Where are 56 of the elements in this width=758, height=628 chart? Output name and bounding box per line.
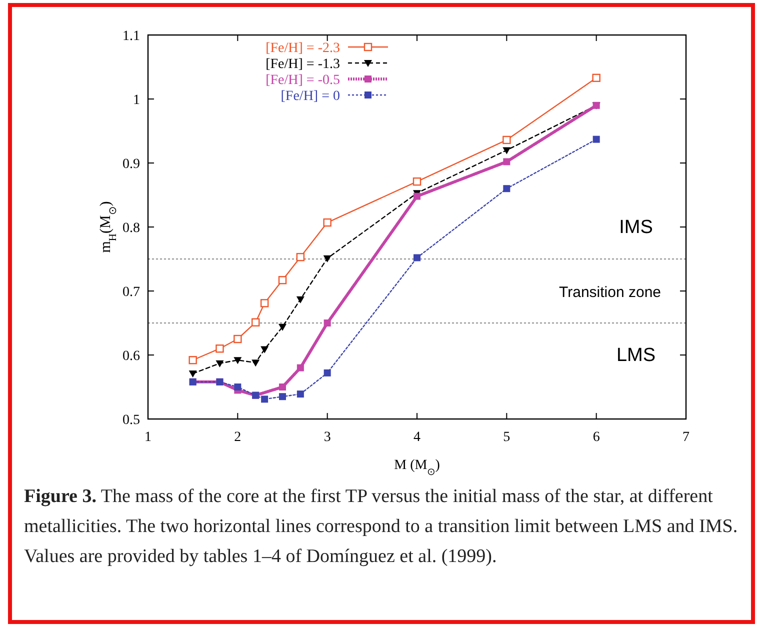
- point: [252, 360, 260, 367]
- point: [592, 74, 600, 82]
- point: [279, 393, 286, 400]
- legend-label: [Fe/H] = -2.3: [266, 41, 340, 56]
- point: [234, 334, 242, 344]
- x-tick-label: 1: [144, 430, 152, 445]
- y-tick-label: 1: [133, 93, 140, 108]
- point: [188, 370, 197, 378]
- x-tick-label: 2: [234, 430, 242, 445]
- point: [234, 384, 242, 390]
- point: [414, 254, 420, 262]
- point: [278, 324, 286, 331]
- y-tick-label: 0.5: [122, 413, 140, 428]
- legend-label: [Fe/H] = -0.5: [266, 73, 340, 88]
- point: [252, 318, 260, 326]
- x-tick-label: 5: [503, 430, 510, 445]
- point: [502, 147, 511, 154]
- x-tick-label: 6: [592, 430, 600, 445]
- legend-label: [Fe/H] = 0: [280, 89, 340, 104]
- point: [260, 299, 269, 308]
- point: [412, 177, 422, 186]
- point: [324, 320, 331, 326]
- point: [296, 364, 304, 372]
- point: [323, 218, 332, 227]
- x-tick-label: 7: [682, 430, 690, 445]
- y-tick-label: 1.1: [122, 29, 140, 44]
- point: [296, 252, 305, 262]
- point: [323, 255, 332, 262]
- annotation: LMS: [616, 345, 656, 366]
- point: [216, 360, 224, 368]
- y-tick-label: 0.6: [122, 349, 140, 364]
- y-tick-label: 0.7: [122, 285, 140, 300]
- annotation: Transition zone: [559, 284, 661, 301]
- point: [260, 346, 269, 354]
- point: [502, 136, 511, 144]
- point: [414, 192, 420, 200]
- point: [503, 185, 510, 192]
- point: [503, 158, 510, 166]
- point: [324, 369, 331, 376]
- legend-label: [Fe/H] = -1.3: [266, 57, 340, 72]
- y-tick-label: 0.8: [122, 221, 140, 236]
- point: [296, 390, 304, 398]
- point: [279, 384, 286, 390]
- point: [261, 396, 268, 403]
- annotation: IMS: [619, 217, 653, 238]
- point: [296, 296, 304, 304]
- x-axis-title: M (M$_{⊙}$): [394, 458, 440, 478]
- x-tick-label: 4: [414, 430, 420, 445]
- point: [216, 344, 224, 353]
- point: [234, 357, 242, 364]
- point: [592, 136, 600, 143]
- y-tick-label: 0.9: [122, 157, 140, 172]
- point: [278, 276, 287, 284]
- point: [188, 356, 197, 364]
- caption: Figure 3. The mass of the core at the first TP versus the initial mass of the star, at different metallicities. The two horizontal lines correspond to a transition limit between LMS and IMS. Values are provided by tables 1–4 of Domínguez et al. (1999).: [24, 485, 739, 569]
- x-tick-label: 3: [324, 430, 331, 445]
